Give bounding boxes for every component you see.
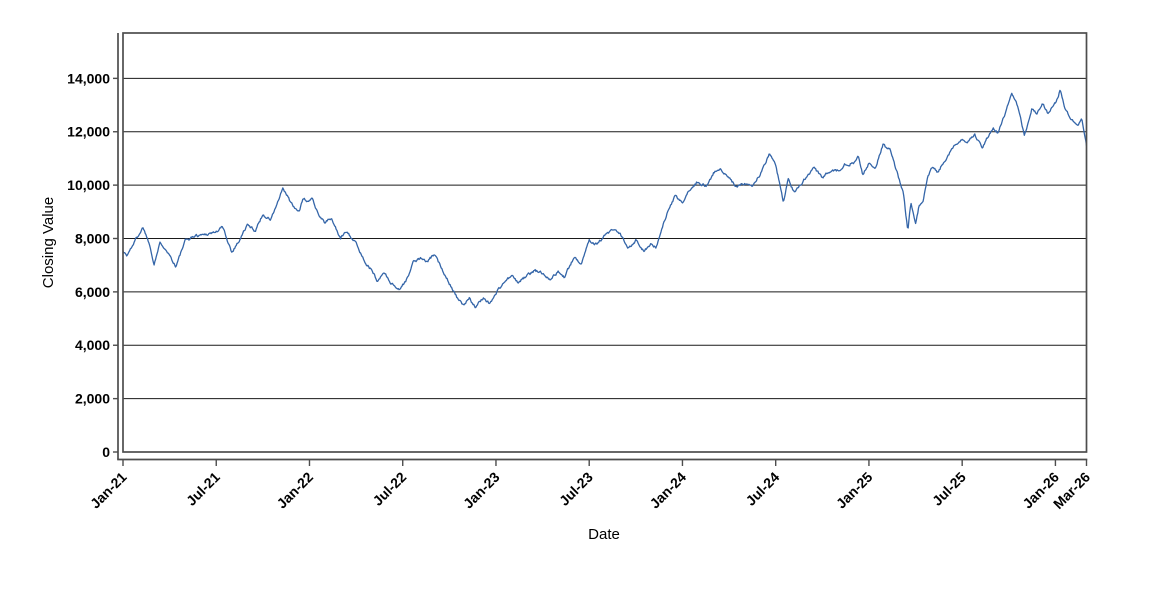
x-tick-label: Jan-23 [460,469,503,512]
series-group [123,89,1087,309]
x-tick-label: Jul-24 [742,469,782,509]
x-axis-title: Date [588,526,620,543]
y-tick-label: 8,000 [75,230,110,246]
x-tick-label: Jul-22 [369,469,409,509]
y-axis-title: Closing Value [40,197,57,288]
y-tick-label: 12,000 [67,124,110,140]
x-tick-label: Jan-22 [273,469,316,512]
x-tick-label: Jul-23 [556,469,596,509]
closing-value-series-line [123,89,1087,309]
x-tick-label: Jan-24 [646,469,689,512]
y-axis-ticks: 0 2,000 4,000 6,000 8,000 10,000 12,000 14,000 [67,70,118,460]
y-tick-label: 2,000 [75,391,110,407]
x-axis-ticks: Jan-21 Jul-21 Jan-22 Jul-22 Jan-23 Jul-23 Jan-… [87,459,1093,512]
x-tick-label: Jul-21 [183,469,223,509]
plot-frame [122,32,1088,453]
y-tick-label: 4,000 [75,337,110,353]
x-tick-label: Jul-25 [929,469,969,509]
y-tick-label: 6,000 [75,284,110,300]
y-tick-label: 0 [102,444,110,460]
y-tick-label: 14,000 [67,70,110,86]
x-tick-label: Jan-21 [87,469,130,512]
y-tick-label: 10,000 [67,177,110,193]
gridlines [123,77,1087,453]
x-tick-label: Jan-25 [833,469,876,512]
